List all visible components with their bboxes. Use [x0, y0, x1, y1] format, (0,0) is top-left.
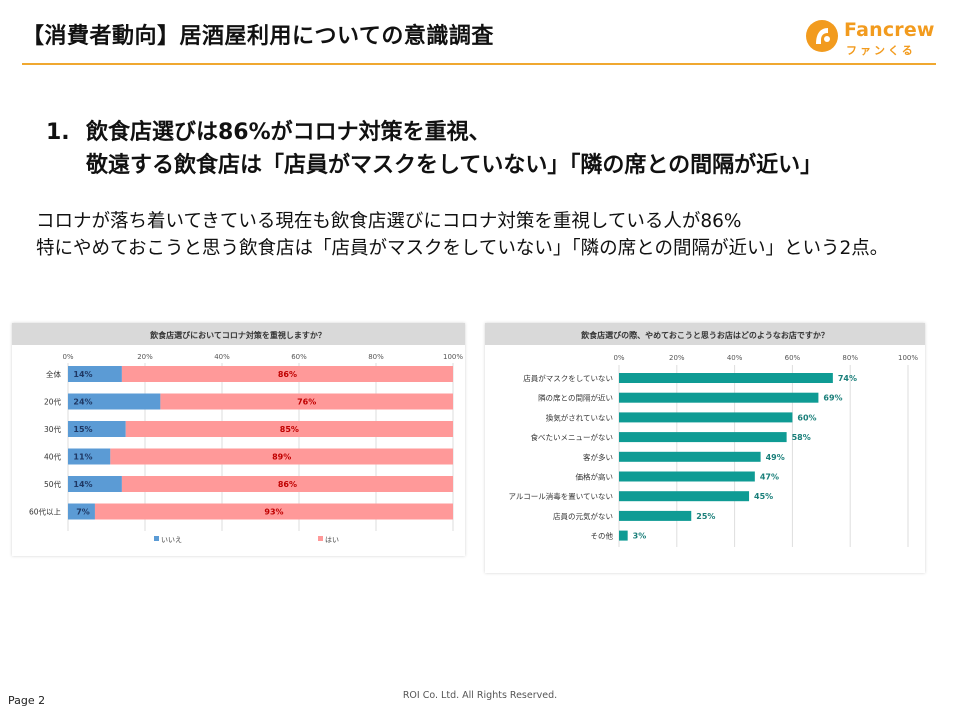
chart2-category-label: 店員の元気がない [553, 511, 613, 521]
chart1-bar-yes [121, 366, 454, 382]
logo-kana: ファンくる [846, 44, 916, 57]
chart2-category-label: 換気がされていない [546, 412, 613, 422]
chart1-bar-yes [160, 393, 453, 410]
chart2-bar [619, 510, 692, 521]
chart2-tick-label: 0% [613, 354, 624, 362]
chart1-tick-label: 20% [137, 353, 153, 361]
chart1-title-band [12, 323, 465, 345]
chart2-category-label: 食べたいメニューがない [531, 432, 614, 442]
chart1-data-label: 14% [73, 370, 92, 379]
chart1-category-label: 60代以上 [29, 507, 62, 517]
chart1-legend-swatch [318, 536, 323, 541]
summary-line-1: コロナが落ち着いてきている現在も飲食店選びにコロナ対策を重視している人が86% [36, 211, 742, 232]
chart2-data-label: 3% [633, 532, 647, 541]
chart2-data-label: 49% [766, 453, 785, 462]
chart2-bar [619, 373, 833, 383]
chart2-category-label: 価格が高い [576, 472, 614, 482]
fancrew-logo: Fancrew ファンくる [804, 18, 944, 58]
avoid-reasons-chart: 飲食店選びの際、やめておこうと思うお店はどのようなお店ですか？ 0% 20% 40% 6… [485, 323, 925, 573]
chart1-tick-label: 40% [214, 353, 230, 361]
headline-line-1: 飲食店選びは86%がコロナ対策を重視、 [86, 120, 491, 145]
chart1-category-label: 20代 [44, 397, 62, 407]
chart1-legend-label: いいえ [161, 536, 182, 544]
chart1-data-label: 86% [278, 370, 297, 379]
chart2-tick-label: 60% [785, 354, 801, 362]
chart1-bar-yes [94, 503, 453, 520]
chart1-data-label: 85% [280, 425, 299, 434]
chart2-tick-label: 40% [727, 354, 743, 362]
chart2-data-label: 60% [797, 413, 816, 422]
chart1-data-label: 76% [297, 398, 316, 407]
chart2-data-label: 45% [754, 492, 773, 501]
chart2-title-band [485, 323, 925, 345]
chart1-data-label: 89% [272, 453, 291, 462]
chart2-category-label: 店員がマスクをしていない [523, 373, 613, 383]
importance-chart: 飲食店選びにおいてコロナ対策を重視しますか？ 0% 20% 40% 60% 80% 100%… [12, 323, 465, 556]
chart1-bar-yes [110, 448, 453, 465]
chart2-data-label: 69% [823, 394, 842, 403]
chart1-data-label: 15% [73, 425, 92, 434]
chart1-category-label: 全体 [46, 369, 61, 379]
chart2-data-label: 58% [792, 433, 811, 442]
chart2-bar [619, 451, 761, 462]
page-number: Page 2 [8, 694, 46, 707]
chart2-bar [619, 412, 793, 423]
chart2-tick-label: 20% [669, 354, 685, 362]
summary-text: コロナが落ち着いてきている現在も飲食店選びにコロナ対策を重視している人が86% … [36, 208, 888, 262]
chart2-bar [619, 491, 750, 502]
chart1-data-label: 11% [73, 453, 92, 462]
chart1-data-label: 93% [264, 508, 283, 517]
chart1-bar-yes [121, 476, 454, 492]
chart1-bar-no [68, 476, 122, 492]
summary-line-2: 特にやめておこうと思う飲食店は「店員がマスクをしていない」「隣の席との間隔が近い… [36, 238, 889, 259]
chart1-bar-no [68, 503, 95, 520]
page-title: 【消費者動向】居酒屋利用についての意識調査 [22, 24, 494, 49]
chart1-tick-label: 0% [62, 353, 73, 361]
copyright: ROI Co. Ltd. All Rights Reserved. [402, 690, 558, 701]
chart1-category-label: 30代 [44, 424, 62, 434]
chart2-bar [619, 530, 628, 541]
chart1-legend-swatch [154, 536, 159, 541]
chart2-bar [619, 432, 787, 443]
chart2-category-label: 客が多い [583, 452, 613, 462]
chart2-tick-label: 100% [898, 354, 918, 362]
chart1-bar-no [68, 448, 111, 465]
chart1-bar-no [68, 366, 122, 382]
chart1-tick-label: 60% [291, 353, 307, 361]
chart2-category-label: アルコール消毒を置いていない [508, 491, 613, 501]
chart1-data-label: 24% [73, 398, 92, 407]
title-divider [22, 63, 936, 65]
chart2-data-label: 25% [696, 512, 715, 521]
chart2-title: 飲食店選びの際、やめておこうと思うお店はどのようなお店ですか？ [580, 330, 829, 340]
headline-line-2: 敬遠する飲食店は「店員がマスクをしていない」「隣の席との間隔が近い」 [86, 153, 823, 178]
chart1-title: 飲食店選びにおいてコロナ対策を重視しますか？ [149, 330, 326, 340]
headline-number: 1. [46, 120, 70, 145]
logo-wordmark: Fancrew [844, 19, 935, 41]
chart1-category-label: 50代 [44, 479, 62, 489]
chart1-bar-no [68, 393, 161, 410]
chart2-category-label: その他 [591, 531, 614, 541]
chart1-tick-label: 100% [443, 353, 463, 361]
chart1-bar-no [68, 421, 126, 437]
chart1-legend-label: はい [325, 536, 339, 544]
chart1-category-label: 40代 [44, 452, 62, 462]
chart2-category-label: 隣の席との間隔が近い [538, 393, 613, 403]
chart2-data-label: 47% [760, 473, 779, 482]
chart2-tick-label: 80% [842, 354, 858, 362]
chart2-data-label: 74% [838, 374, 857, 383]
chart1-data-label: 86% [278, 480, 297, 489]
chart2-bar [619, 392, 819, 403]
avoid-reasons-chart-svg: 飲食店選びの際、やめておこうと思うお店はどのようなお店ですか？ 0% 20% 40% 6… [485, 323, 925, 547]
chart1-data-label: 7% [76, 508, 90, 517]
chart1-bar-yes [125, 421, 453, 437]
chart2-bar [619, 471, 755, 482]
headline: 1. 飲食店選びは86%がコロナ対策を重視、 敬遠する飲食店は「店員がマスクをして… [46, 116, 822, 182]
fancrew-logo-icon [806, 20, 838, 52]
importance-chart-svg: 飲食店選びにおいてコロナ対策を重視しますか？ 0% 20% 40% 60% 80% 100%… [12, 323, 465, 544]
chart1-data-label: 14% [73, 480, 92, 489]
chart1-tick-label: 80% [368, 353, 384, 361]
